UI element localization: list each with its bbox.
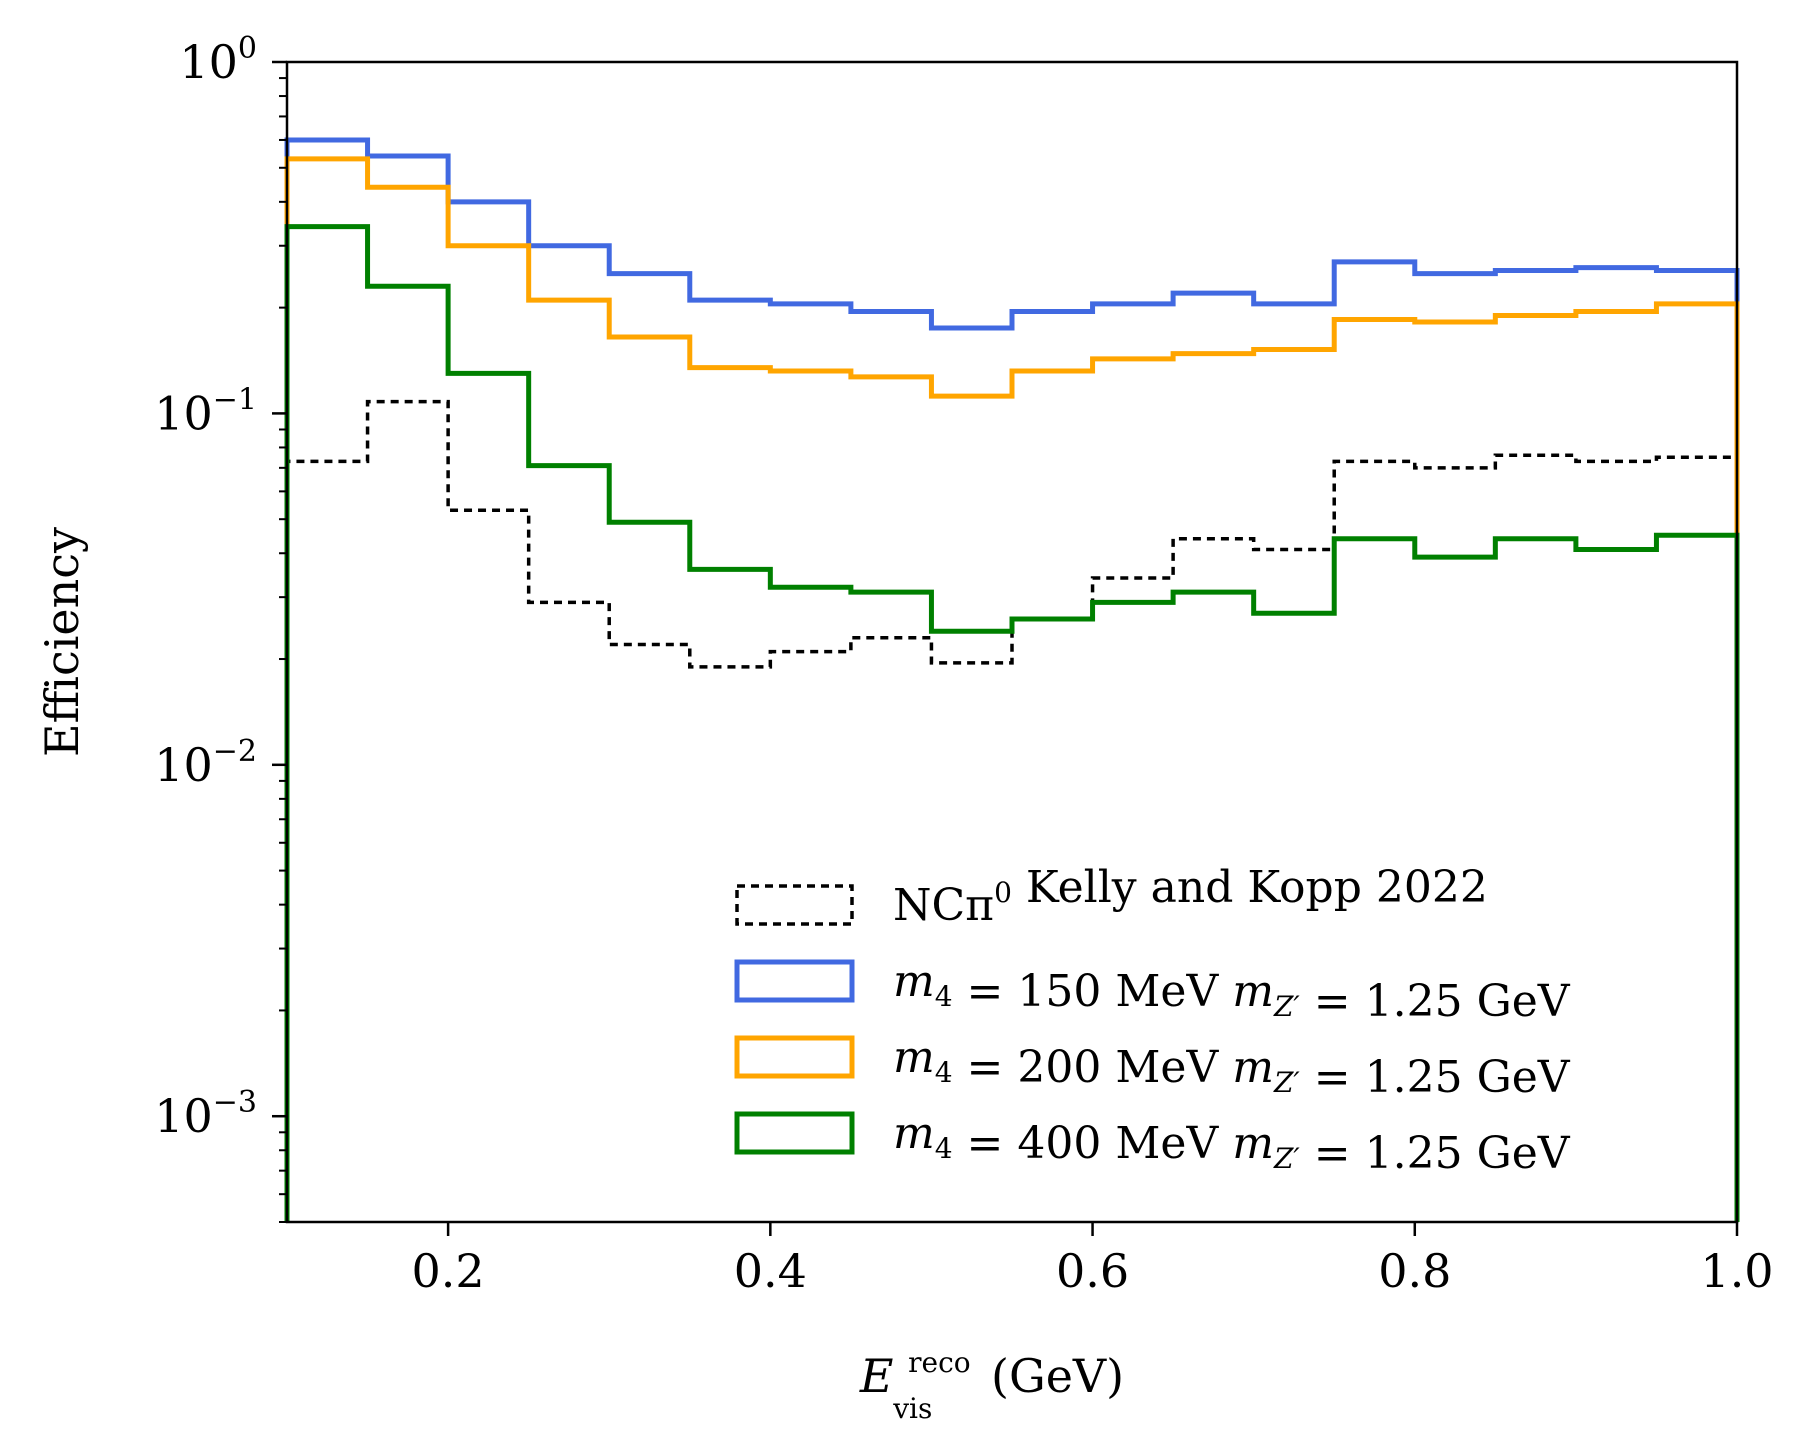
legend-label-part: m — [1232, 1042, 1274, 1093]
plot-frame — [285, 60, 1739, 1224]
legend-label-2: m4 = 200 MeV mZ′ = 1.25 GeV — [893, 1032, 1571, 1103]
y-tick-label: 100 — [179, 31, 257, 89]
x-axis-label-base: E — [859, 1349, 894, 1403]
legend-label-part: Z′ — [1273, 1066, 1300, 1099]
y-tick-base: 10 — [154, 1089, 213, 1143]
legend-label-part: m — [893, 1108, 935, 1159]
x-tick-label: 0.6 — [1056, 1244, 1129, 1298]
y-tick-base: 10 — [179, 35, 238, 89]
y-axis-label: Efficiency — [35, 527, 89, 757]
legend-label-0: NCπ0 Kelly and Kopp 2022 — [893, 862, 1488, 931]
x-tick-label: 1.0 — [1700, 1244, 1773, 1298]
legend-label-part: = 200 MeV — [953, 1042, 1233, 1093]
legend-label-part: = 150 MeV — [953, 966, 1233, 1017]
x-axis-label-subscript: vis — [892, 1392, 932, 1425]
series-line-3 — [284, 224, 1740, 1222]
legend-label-3: m4 = 400 MeV mZ′ = 1.25 GeV — [893, 1108, 1571, 1179]
y-tick-label: 10−2 — [154, 734, 257, 792]
legend-swatch-0 — [735, 884, 854, 926]
legend-label-part: 0 — [994, 876, 1012, 909]
legend-label-part: 4 — [935, 1132, 953, 1165]
legend-label-part: = 1.25 GeV — [1300, 976, 1571, 1027]
legend-label-part: 4 — [935, 1056, 953, 1089]
legend-label-1: m4 = 150 MeV mZ′ = 1.25 GeV — [893, 956, 1571, 1027]
y-tick-label: 10−3 — [154, 1085, 257, 1143]
y-tick-exponent: 0 — [238, 31, 257, 66]
y-tick-label: 10−1 — [154, 382, 257, 440]
legend-swatch-1 — [734, 959, 855, 1003]
legend-label-part: = 1.25 GeV — [1300, 1128, 1571, 1179]
legend-label-part: Kelly and Kopp 2022 — [1012, 862, 1488, 913]
x-axis-label: E reco vis (GeV) — [859, 1329, 1124, 1429]
legend-label-part: = 400 MeV — [953, 1118, 1233, 1169]
legend-label-part: Z′ — [1273, 990, 1300, 1023]
x-tick-label: 0.4 — [734, 1244, 807, 1298]
legend-swatch-2 — [734, 1035, 855, 1079]
y-tick-base: 10 — [154, 738, 213, 792]
legend-label-part: NCπ — [893, 880, 994, 931]
legend-label-part: 4 — [935, 980, 953, 1013]
series-line-2 — [284, 156, 1740, 1222]
legend-label-part: m — [1232, 966, 1274, 1017]
series-layer — [284, 137, 1740, 1222]
x-tick-label: 0.8 — [1378, 1244, 1451, 1298]
y-tick-base: 10 — [154, 386, 213, 440]
legend-swatch-3 — [734, 1111, 855, 1155]
y-tick-exponent: −3 — [213, 1085, 257, 1120]
legend-label-part: = 1.25 GeV — [1300, 1052, 1571, 1103]
x-tick-label: 0.2 — [412, 1244, 485, 1298]
legend-label-part: m — [893, 1032, 935, 1083]
x-axis-label-superscript: reco — [908, 1346, 971, 1379]
legend-label-part: Z′ — [1273, 1142, 1300, 1175]
y-tick-exponent: −2 — [213, 734, 257, 769]
y-tick-exponent: −1 — [213, 382, 257, 417]
legend-label-part: m — [1232, 1118, 1274, 1169]
x-axis-label-unit: (GeV) — [991, 1349, 1124, 1403]
legend-label-part: m — [893, 956, 935, 1007]
series-line-1 — [284, 137, 1740, 1222]
